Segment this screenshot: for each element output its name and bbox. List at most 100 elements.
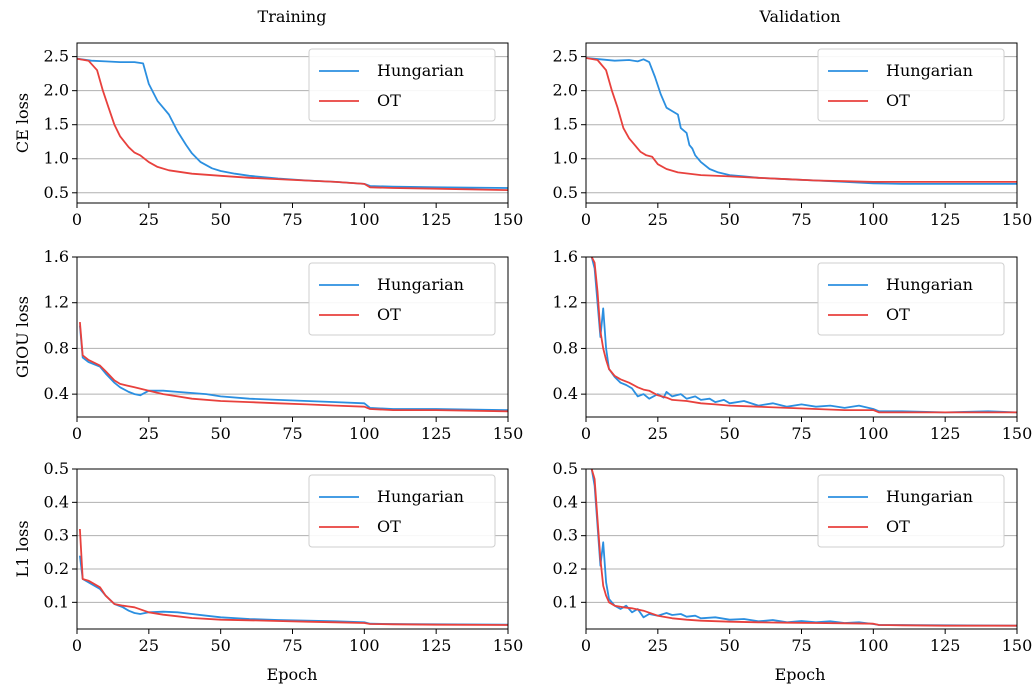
x-tick-label: 75 (791, 636, 811, 655)
y-tick-label: 0.5 (553, 459, 578, 478)
legend-label-ot: OT (377, 517, 401, 536)
y-tick-label: 0.8 (553, 338, 578, 357)
x-tick-label: 150 (1002, 636, 1033, 655)
x-tick-label: 125 (421, 210, 452, 229)
axes-frame (585, 256, 1018, 418)
series-line-ot (590, 469, 1017, 627)
legend: Hungarian OT (817, 48, 1005, 122)
legend-label-hungarian: Hungarian (377, 487, 464, 506)
legend-box (817, 262, 1005, 336)
legend: Hungarian OT (817, 474, 1005, 548)
x-tick-label: 25 (139, 210, 159, 229)
x-tick-label: 50 (719, 636, 739, 655)
legend-label-hungarian: Hungarian (377, 61, 464, 80)
y-axis-label: GIOU loss (13, 296, 32, 378)
legend: Hungarian OT (308, 474, 496, 548)
x-tick-label: 25 (648, 424, 668, 443)
axes-frame (585, 468, 1018, 630)
x-tick-label: 150 (1002, 424, 1033, 443)
x-tick-label: 0 (581, 210, 591, 229)
x-tick-label: 75 (791, 424, 811, 443)
x-tick-label: 50 (719, 424, 739, 443)
x-tick-label: 0 (72, 636, 82, 655)
x-tick-label: 100 (349, 636, 380, 655)
y-tick-label: 0.2 (553, 559, 578, 578)
series-line-ot (79, 322, 508, 413)
x-tick-label: 125 (930, 210, 961, 229)
x-tick-label: 125 (421, 424, 452, 443)
x-tick-label: 125 (930, 424, 961, 443)
subplot-1-1: 0.4 0.8 1.2 1.6 0 25 50 75 100 125 150 Hungarian OT (553, 247, 1033, 443)
y-tick-label: 0.8 (44, 338, 69, 357)
x-tick-label: 50 (719, 210, 739, 229)
legend-box (817, 48, 1005, 122)
x-axis-label-training: Epoch (267, 665, 318, 684)
y-tick-label: 0.5 (553, 183, 578, 202)
y-tick-label: 1.0 (44, 149, 69, 168)
legend: Hungarian OT (308, 262, 496, 336)
legend-label-ot: OT (886, 305, 910, 324)
x-tick-label: 75 (282, 424, 302, 443)
y-tick-label: 1.2 (553, 293, 578, 312)
axes-frame (76, 468, 509, 630)
y-tick-label: 0.2 (44, 559, 69, 578)
y-tick-label: 0.4 (44, 384, 69, 403)
x-tick-label: 125 (930, 636, 961, 655)
legend-box (308, 48, 496, 122)
series-line-ot (77, 57, 508, 191)
x-tick-label: 50 (210, 210, 230, 229)
x-tick-label: 0 (581, 424, 591, 443)
axes-frame (76, 256, 509, 418)
x-tick-label: 100 (349, 210, 380, 229)
x-tick-label: 25 (139, 636, 159, 655)
legend-box (817, 474, 1005, 548)
y-tick-label: 0.3 (553, 526, 578, 545)
legend-label-hungarian: Hungarian (886, 487, 973, 506)
x-tick-label: 75 (791, 210, 811, 229)
legend-box (308, 262, 496, 336)
x-tick-label: 25 (648, 210, 668, 229)
y-tick-label: 1.2 (44, 293, 69, 312)
legend: Hungarian OT (308, 48, 496, 122)
y-tick-label: 0.4 (553, 492, 578, 511)
y-tick-label: 2.5 (44, 47, 69, 66)
y-axis-label: CE loss (13, 93, 32, 153)
series-line-hungarian (79, 555, 508, 626)
subplot-0-0: 0.5 1.0 1.5 2.0 2.5 0 25 50 75 100 125 150 Hungarian… (13, 42, 524, 229)
x-tick-label: 150 (1002, 210, 1033, 229)
legend-label-ot: OT (886, 91, 910, 110)
y-tick-label: 0.1 (553, 592, 578, 611)
y-tick-label: 2.5 (553, 47, 578, 66)
y-tick-label: 0.5 (44, 459, 69, 478)
subplot-2-0: 0.1 0.2 0.3 0.4 0.5 0 25 50 75 100 125 150 Hungarian… (13, 459, 523, 655)
series-line-hungarian (79, 325, 508, 411)
x-tick-label: 50 (210, 424, 230, 443)
y-tick-label: 0.1 (44, 592, 69, 611)
axes-frame (76, 42, 509, 204)
x-tick-label: 75 (282, 636, 302, 655)
series-line-ot (590, 257, 1017, 414)
y-tick-label: 0.4 (44, 492, 69, 511)
legend-label-ot: OT (377, 305, 401, 324)
x-tick-label: 100 (858, 636, 889, 655)
legend-label-hungarian: Hungarian (886, 275, 973, 294)
legend-label-ot: OT (886, 517, 910, 536)
x-tick-label: 150 (493, 636, 524, 655)
y-tick-label: 2.0 (553, 81, 578, 100)
x-tick-label: 125 (421, 636, 452, 655)
x-tick-label: 150 (493, 424, 524, 443)
legend-label-ot: OT (377, 91, 401, 110)
x-tick-label: 0 (72, 210, 82, 229)
x-tick-label: 25 (648, 636, 668, 655)
x-tick-label: 75 (282, 210, 302, 229)
x-tick-label: 0 (72, 424, 82, 443)
y-tick-label: 0.3 (44, 526, 69, 545)
column-title-validation: Validation (758, 7, 840, 26)
y-tick-label: 1.6 (553, 247, 578, 266)
x-tick-label: 150 (493, 210, 524, 229)
x-tick-label: 25 (139, 424, 159, 443)
x-tick-label: 0 (581, 636, 591, 655)
y-tick-label: 1.5 (553, 115, 578, 134)
y-tick-label: 0.5 (44, 183, 69, 202)
